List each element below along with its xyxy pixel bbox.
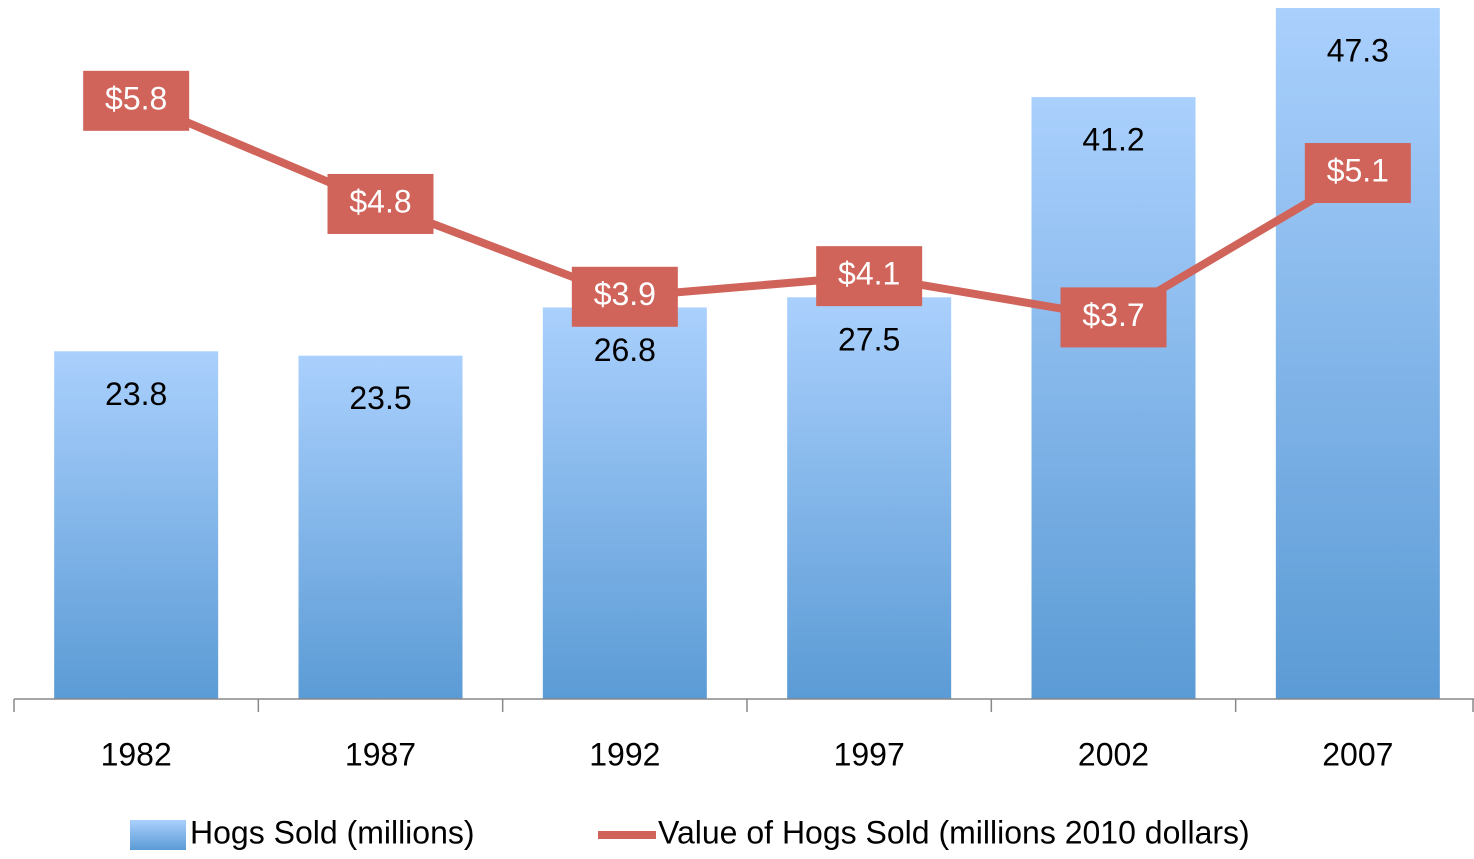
bar <box>787 297 952 699</box>
x-tick-label: 1997 <box>834 736 905 772</box>
x-tick-label: 1987 <box>345 736 416 772</box>
line-label-box <box>1304 143 1411 204</box>
line-label-box <box>571 266 678 327</box>
bar-value-label: 23.5 <box>349 380 411 416</box>
bar <box>1031 97 1196 700</box>
bar <box>1275 8 1440 699</box>
line-value-label: $5.1 <box>1327 152 1389 188</box>
bar-value-label: 47.3 <box>1327 32 1389 68</box>
legend-swatch <box>130 820 186 850</box>
line-value-label: $3.9 <box>594 276 656 312</box>
bar-value-label: 23.8 <box>105 376 167 412</box>
line-label-box <box>83 70 190 131</box>
bar <box>54 351 219 699</box>
line-label-box <box>327 173 434 234</box>
line-value-label: $5.8 <box>105 80 167 116</box>
legend-label: Value of Hogs Sold (millions 2010 dollar… <box>658 814 1250 850</box>
bar-value-label: 41.2 <box>1082 122 1144 158</box>
bar <box>542 307 707 699</box>
line-label-box <box>1060 287 1167 348</box>
x-tick-label: 2007 <box>1322 736 1393 772</box>
line-label-box <box>816 246 923 307</box>
line-value-label: $4.8 <box>349 183 411 219</box>
bar-value-label: 26.8 <box>594 332 656 368</box>
bar-value-label: 27.5 <box>838 322 900 358</box>
line-value-label: $3.7 <box>1082 297 1144 333</box>
x-tick-label: 1992 <box>589 736 660 772</box>
x-tick-label: 1982 <box>101 736 172 772</box>
legend-label: Hogs Sold (millions) <box>190 814 475 850</box>
line-value-label: $4.1 <box>838 256 900 292</box>
x-tick-label: 2002 <box>1078 736 1149 772</box>
bar <box>298 355 463 699</box>
